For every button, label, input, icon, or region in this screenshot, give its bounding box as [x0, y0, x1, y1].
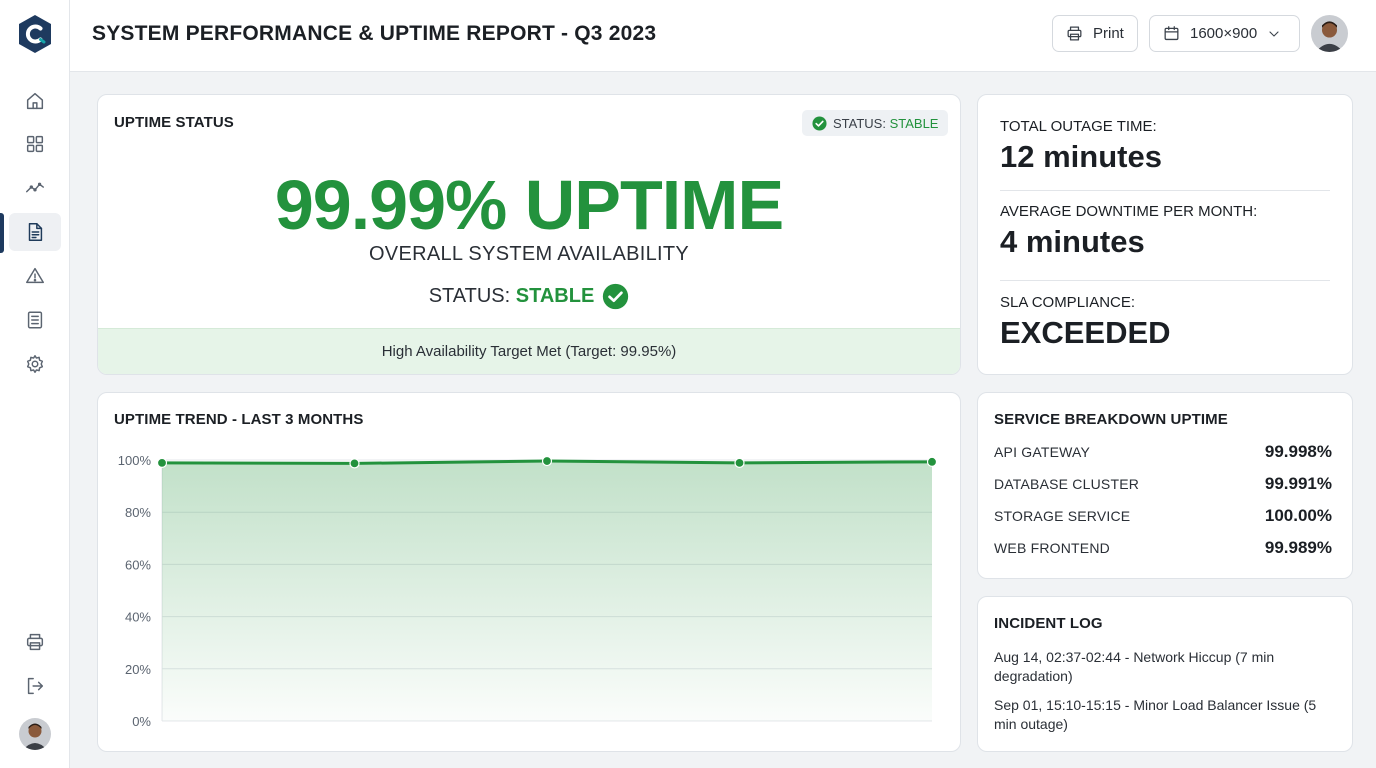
service-breakdown-card: SERVICE BREAKDOWN UPTIME API GATEWAY 99.…: [977, 392, 1353, 579]
sidebar-item-logs[interactable]: [9, 301, 61, 339]
status-badge-prefix: STATUS:: [833, 115, 890, 131]
trend-icon: [26, 182, 44, 193]
status-prefix: STATUS:: [428, 285, 516, 307]
sidebar-item-alerts[interactable]: [9, 257, 61, 295]
incident-log-title: INCIDENT LOG: [994, 615, 1103, 632]
print-button[interactable]: Print: [1052, 15, 1138, 52]
calendar-icon: [1164, 26, 1179, 41]
y-tick-label: 0%: [132, 714, 151, 729]
service-uptime: 99.991%: [1264, 474, 1332, 493]
target-text: High Availability Target Met (Target: 99…: [381, 343, 677, 360]
warning-icon: [26, 267, 44, 284]
uptime-status-card: UPTIME STATUS STATUS: STABLE 99.99% UPTI…: [97, 94, 961, 375]
sla-value: EXCEEDED: [1000, 315, 1171, 350]
top-header: SYSTEM PERFORMANCE & UPTIME REPORT - Q3 …: [70, 0, 1376, 72]
resolution-value: 1600×900: [1190, 25, 1258, 42]
divider: [1000, 190, 1330, 191]
sidebar-item-settings[interactable]: [9, 345, 61, 383]
avg-downtime-label: AVERAGE DOWNTIME PER MONTH:: [1000, 203, 1258, 220]
service-row: API GATEWAY 99.998%: [994, 442, 1332, 462]
list-icon: [27, 311, 43, 329]
service-uptime: 100.00%: [1264, 506, 1332, 525]
user-avatar[interactable]: [19, 718, 51, 750]
service-row: STORAGE SERVICE 100.00%: [994, 506, 1332, 526]
total-outage-label: TOTAL OUTAGE TIME:: [1000, 118, 1157, 135]
app-logo[interactable]: [17, 14, 53, 54]
uptime-trend-card: UPTIME TREND - LAST 3 MONTHS 100% 80% 60% 4…: [97, 392, 961, 752]
sidebar: [0, 0, 70, 768]
y-tick-label: 80%: [125, 505, 151, 520]
data-point: [156, 457, 168, 468]
divider: [1000, 280, 1330, 281]
service-row: DATABASE CLUSTER 99.991%: [994, 474, 1332, 494]
status-line: STATUS: STABLE: [98, 283, 960, 310]
chevron-down-icon: [1269, 30, 1279, 37]
availability-label: OVERALL SYSTEM AVAILABILITY: [368, 243, 690, 265]
series-area: [162, 461, 932, 721]
service-breakdown-title: SERVICE BREAKDOWN UPTIME: [994, 411, 1228, 428]
home-icon: [26, 92, 44, 110]
status-value: STABLE: [515, 285, 595, 307]
service-name: WEB FRONTEND: [994, 540, 1110, 556]
grid-icon: [26, 135, 44, 153]
printer-icon: [26, 633, 44, 651]
status-badge: STATUS: STABLE: [802, 110, 949, 136]
total-outage-value: 12 minutes: [1000, 139, 1162, 174]
data-point: [541, 455, 553, 467]
incident-entry: Sep 01, 15:10-15:15 - Minor Load Balance…: [994, 697, 1317, 732]
sidebar-item-dashboard[interactable]: [9, 125, 61, 163]
data-point: [926, 456, 938, 467]
service-name: DATABASE CLUSTER: [994, 476, 1140, 492]
uptime-trend-title: UPTIME TREND - LAST 3 MONTHS: [114, 411, 364, 428]
service-uptime: 99.998%: [1264, 442, 1332, 461]
sidebar-item-analytics[interactable]: [9, 169, 61, 207]
resolution-select[interactable]: 1600×900: [1149, 15, 1300, 52]
service-name: API GATEWAY: [994, 444, 1091, 460]
service-uptime: 99.989%: [1264, 538, 1332, 557]
active-nav-indicator: [0, 213, 4, 253]
incident-log-card: INCIDENT LOG Aug 14, 02:37-02:44 - Netwo…: [977, 596, 1353, 752]
page-title: SYSTEM PERFORMANCE & UPTIME REPORT - Q3 …: [92, 22, 657, 45]
target-band: High Availability Target Met (Target: 99…: [98, 328, 960, 374]
document-icon: [28, 223, 43, 241]
check-circle-icon: [812, 115, 827, 131]
data-point: [734, 457, 745, 468]
sidebar-item-logout[interactable]: [9, 667, 61, 705]
uptime-headline: 99.99% UPTIME: [274, 166, 784, 244]
avg-downtime-value: 4 minutes: [1000, 224, 1145, 259]
status-badge-value: STABLE: [889, 115, 939, 131]
sidebar-item-print[interactable]: [9, 623, 61, 661]
uptime-status-title: UPTIME STATUS: [114, 114, 234, 131]
service-name: STORAGE SERVICE: [994, 508, 1131, 524]
header-user-avatar[interactable]: [1311, 15, 1348, 52]
y-tick-label: 40%: [125, 610, 151, 625]
data-point: [349, 458, 360, 469]
print-button-label: Print: [1093, 25, 1124, 42]
outage-summary-card: TOTAL OUTAGE TIME: 12 minutes AVERAGE DO…: [977, 94, 1353, 375]
check-circle-icon: [603, 283, 629, 310]
y-tick-label: 20%: [125, 662, 151, 677]
incident-entry: Aug 14, 02:37-02:44 - Network Hiccup (7 …: [994, 649, 1275, 684]
y-tick-label: 100%: [118, 453, 152, 468]
logout-icon: [27, 677, 44, 695]
service-row: WEB FRONTEND 99.989%: [994, 538, 1332, 558]
uptime-trend-chart: 100% 80% 60% 40% 20% 0%: [118, 453, 938, 729]
sidebar-item-home[interactable]: [9, 82, 61, 120]
sidebar-item-reports[interactable]: [9, 213, 61, 251]
y-tick-label: 60%: [125, 557, 151, 572]
printer-icon: [1067, 26, 1082, 41]
gear-icon: [26, 355, 44, 373]
sla-label: SLA COMPLIANCE:: [1000, 294, 1136, 311]
